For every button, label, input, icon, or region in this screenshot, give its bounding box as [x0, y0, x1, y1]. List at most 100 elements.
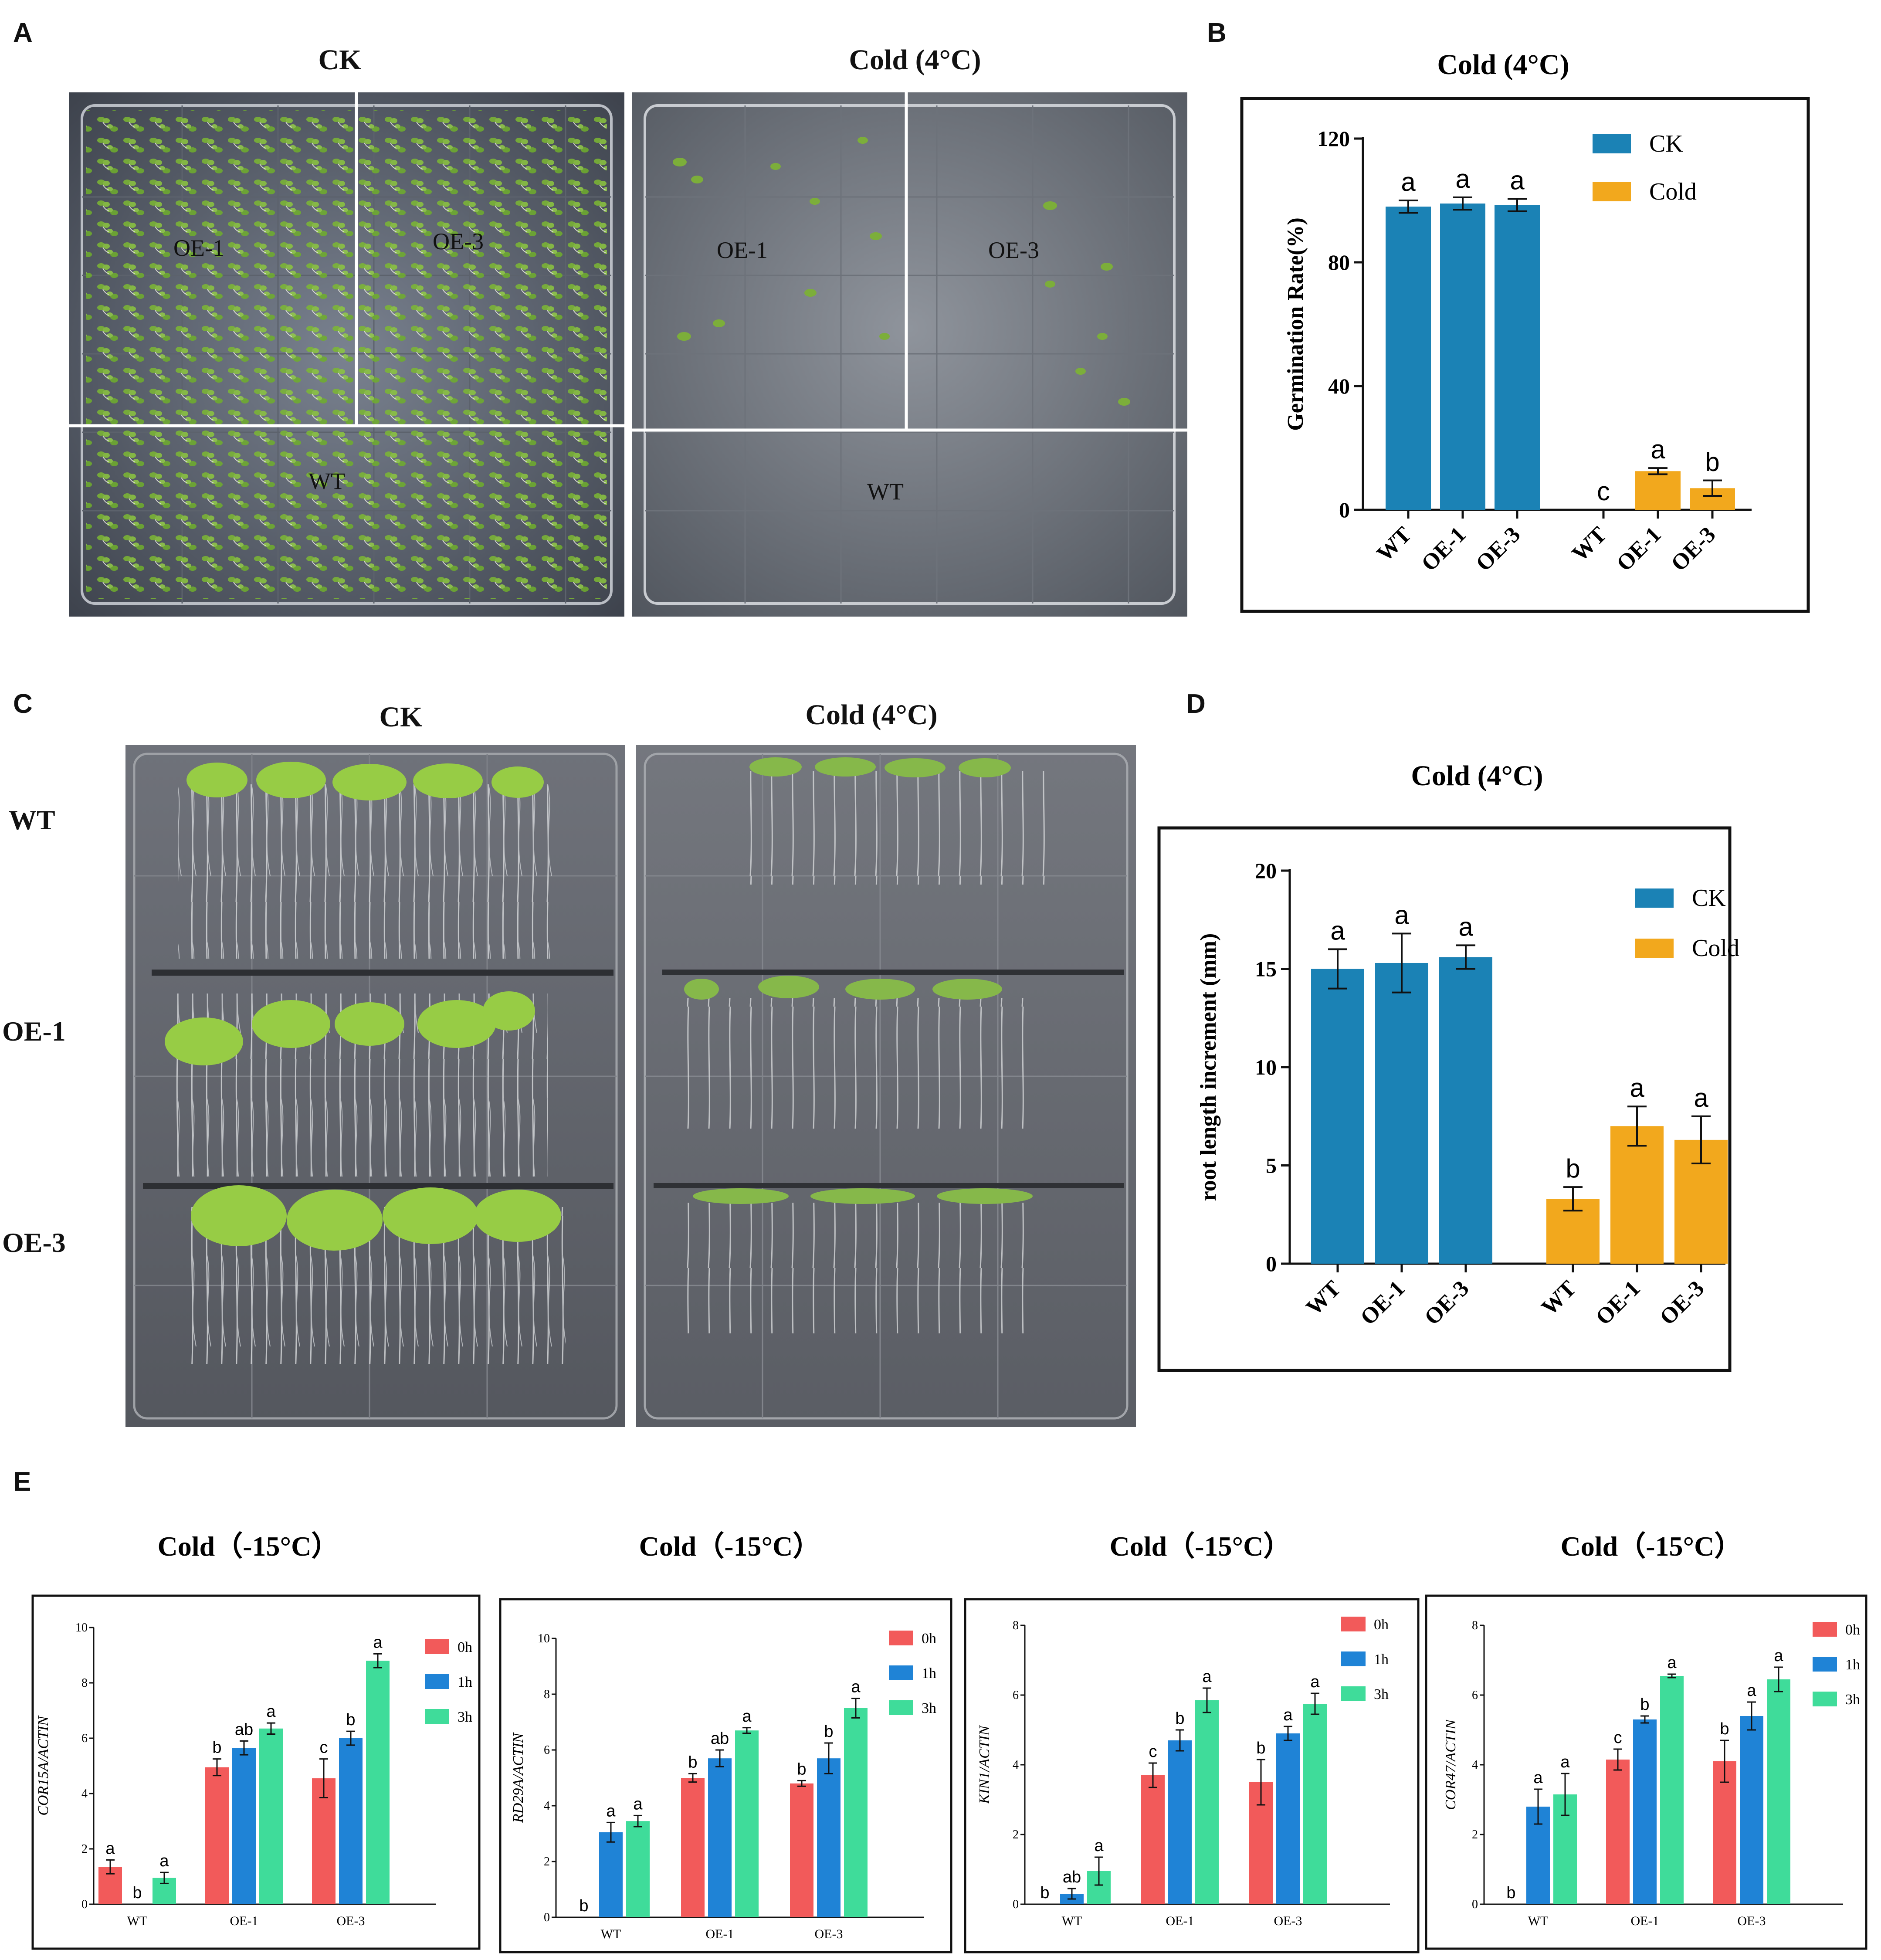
x-tick-label: OE-3 — [1666, 522, 1720, 576]
legend-label-cold: Cold — [1692, 935, 1739, 962]
y-tick-label: 5 — [1266, 1153, 1277, 1178]
bar-3h-oe-1 — [259, 1728, 283, 1904]
chart-d-svg: Cold (4°C) 0 5 10 15 20 root length increment … — [1157, 760, 1739, 1372]
panel-c-row-label-wt: WT — [9, 804, 55, 835]
panel-letter-b: B — [1207, 18, 1227, 48]
y-tick-label: 4 — [544, 1799, 550, 1813]
y-axis-label: root length increment (mm) — [1196, 933, 1221, 1201]
legend-swatch-0h — [889, 1631, 913, 1645]
chart-title: Cold（-15°C） — [639, 1531, 821, 1562]
bar-ck-oe-3 — [1495, 205, 1540, 510]
significance-letter: b — [824, 1723, 833, 1741]
panel-c-cold-title: Cold (4°C) — [805, 699, 938, 731]
chart-e4-cor47: Cold（-15°C） 0 2 4 6 8 COR47/ACTIN WT b a a OE-1 c b a O… — [1420, 1521, 1881, 1957]
chart-frame — [1240, 97, 1810, 613]
bar-ck-wt — [1311, 969, 1364, 1264]
chart-b-svg: Cold (4°C) 0 40 80 120 Germination Rate(%) a WT… — [1240, 49, 1810, 613]
bar-0h-oe-1 — [681, 1778, 705, 1917]
significance-letter: a — [1667, 1654, 1677, 1672]
y-tick-label: 15 — [1255, 957, 1277, 981]
y-tick-label: 0 — [544, 1911, 550, 1924]
x-tick-label: WT — [1537, 1276, 1581, 1320]
y-tick-label: 80 — [1328, 250, 1350, 275]
ck-plate-label-oe1: OE-1 — [173, 235, 224, 261]
chart-title: Cold（-15°C） — [1561, 1531, 1742, 1562]
legend-swatch-1h — [1341, 1651, 1366, 1666]
significance-letter: a — [1401, 167, 1416, 197]
bar-3h-oe-1 — [1195, 1700, 1219, 1904]
bar-0h-oe-1 — [1141, 1775, 1165, 1904]
y-tick-label: 8 — [1013, 1619, 1019, 1632]
bar-ck-wt — [1386, 207, 1431, 510]
bar-1h-oe-1 — [708, 1758, 732, 1917]
bar-0h-oe-1 — [205, 1767, 229, 1904]
significance-letter: b — [1175, 1709, 1184, 1728]
ck-plate-label-oe3: OE-3 — [433, 228, 484, 254]
y-tick-label: 2 — [1472, 1828, 1478, 1841]
significance-letter: a — [851, 1678, 861, 1696]
chart-e1-svg: Cold（-15°C）0246810COR15A/ACTINWTabaOE-1b… — [31, 1531, 481, 1950]
y-tick-label: 6 — [81, 1732, 88, 1745]
x-tick-label: WT — [127, 1914, 148, 1928]
chart-b-germination-rate: Cold (4°C) 0 40 80 120 Germination Rate(%) a WT… — [1176, 35, 1874, 636]
plate-cold-germination-image — [632, 92, 1187, 617]
panel-letter-d: D — [1186, 689, 1206, 719]
legend-swatch-3h — [425, 1709, 449, 1724]
x-tick-label: WT — [1062, 1914, 1082, 1928]
bar-1h-oe-3 — [1740, 1716, 1763, 1904]
legend-label-cold: Cold — [1649, 178, 1697, 205]
significance-letter: c — [1149, 1743, 1157, 1761]
y-tick-label: 4 — [81, 1787, 88, 1801]
plate-photo-cold-roots — [636, 745, 1136, 1427]
legend-swatch-0h — [425, 1639, 449, 1654]
legend-swatch-1h — [425, 1674, 449, 1689]
chart-title: Cold (4°C) — [1437, 49, 1569, 81]
x-tick-label: OE-3 — [337, 1914, 365, 1928]
x-tick-label: OE-3 — [1274, 1914, 1302, 1928]
y-tick-label: 10 — [1255, 1055, 1277, 1079]
significance-letter: a — [1510, 166, 1525, 195]
significance-letter: a — [1694, 1083, 1708, 1112]
significance-letter: b — [346, 1711, 355, 1729]
legend-label-3h: 3h — [922, 1700, 936, 1716]
significance-letter: ab — [711, 1729, 729, 1748]
legend-label-3h: 3h — [458, 1709, 472, 1725]
x-tick-label: WT — [601, 1927, 621, 1941]
plate-cold-roots-image — [636, 745, 1136, 1427]
y-tick-label: 4 — [1013, 1758, 1019, 1772]
y-tick-label: 0 — [1013, 1898, 1019, 1911]
chart-frame — [964, 1598, 1420, 1953]
significance-letter: a — [266, 1702, 276, 1721]
significance-letter: b — [1040, 1884, 1049, 1902]
y-tick-label: 0 — [1266, 1251, 1277, 1276]
legend-label-1h: 1h — [458, 1674, 472, 1690]
legend-swatch-3h — [889, 1700, 913, 1715]
x-tick-label: OE-3 — [1655, 1276, 1709, 1330]
y-tick-label: 4 — [1472, 1758, 1478, 1772]
bar-0h-oe-1 — [1606, 1760, 1630, 1904]
y-tick-label: 8 — [544, 1688, 550, 1701]
y-tick-label: 6 — [1013, 1689, 1019, 1702]
y-tick-label: 40 — [1328, 374, 1350, 398]
bar-0h-oe-3 — [790, 1783, 813, 1917]
plate-photo-ck-roots — [125, 745, 625, 1427]
significance-letter: a — [633, 1795, 643, 1813]
x-tick-label: OE-3 — [1738, 1914, 1766, 1928]
significance-letter: a — [1310, 1673, 1320, 1691]
significance-letter: c — [1614, 1729, 1622, 1747]
bar-1h-oe-1 — [232, 1748, 256, 1904]
x-tick-label: OE-1 — [1631, 1914, 1659, 1928]
ck-plate-label-wt: WT — [308, 468, 345, 494]
significance-letter: b — [132, 1884, 142, 1902]
significance-letter: ab — [1063, 1868, 1081, 1886]
chart-e3-svg: Cold（-15°C）02468KIN1/ACTINWTbabaOE-1cbaO… — [964, 1531, 1420, 1953]
legend-label-3h: 3h — [1845, 1692, 1860, 1708]
legend-swatch-cold — [1593, 182, 1631, 201]
y-axis-label: KIN1/ACTIN — [976, 1725, 993, 1804]
legend-swatch-3h — [1813, 1692, 1837, 1706]
chart-frame — [1157, 826, 1732, 1372]
y-tick-label: 6 — [544, 1743, 550, 1757]
significance-letter: a — [742, 1707, 752, 1726]
y-tick-label: 2 — [544, 1855, 550, 1868]
